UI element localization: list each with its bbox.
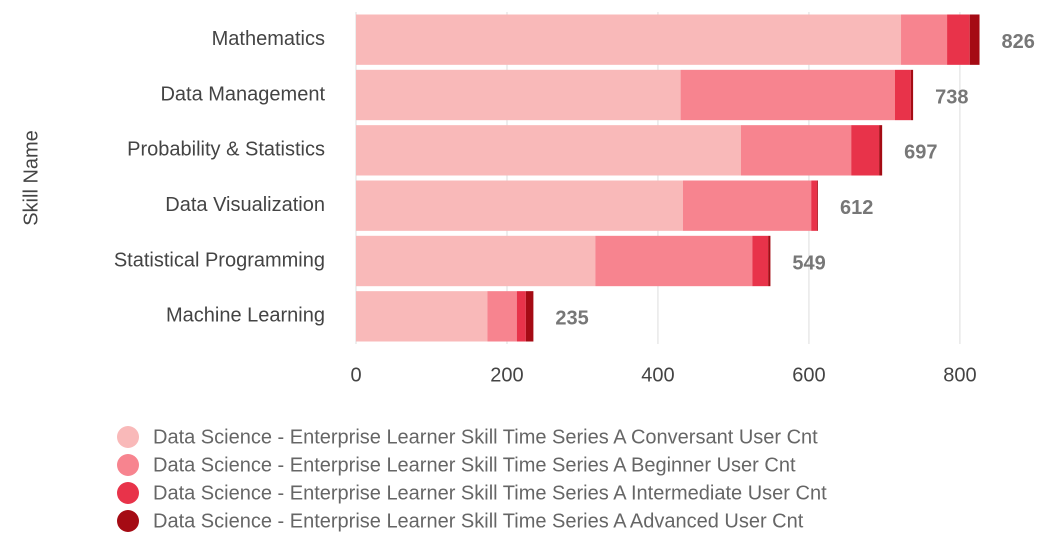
y-tick-label: Statistical Programming (114, 249, 325, 271)
legend-label: Data Science - Enterprise Learner Skill … (153, 426, 818, 448)
bar-segment (356, 291, 488, 342)
bar-segment (680, 69, 895, 121)
bar-segment (682, 180, 812, 231)
total-label: 738 (935, 86, 968, 108)
legend-label: Data Science - Enterprise Learner Skill … (153, 454, 796, 476)
bar-segment (487, 291, 517, 342)
x-tick-label: 200 (490, 364, 523, 386)
bar-segment (947, 14, 970, 65)
bar-segment (910, 69, 914, 121)
total-label: 826 (1002, 31, 1035, 53)
y-tick-label: Data Visualization (165, 194, 325, 216)
y-tick-label: Machine Learning (166, 305, 325, 327)
bar-segment (516, 291, 526, 342)
x-tick-label: 600 (792, 364, 825, 386)
bar-segment (752, 235, 769, 287)
bar-segment (879, 125, 883, 176)
total-label: 612 (840, 197, 873, 219)
legend-marker (117, 426, 139, 448)
bar-segment (356, 14, 902, 65)
legend-marker (117, 454, 139, 476)
total-label: 549 (792, 252, 825, 274)
y-tick-label: Probability & Statistics (127, 139, 325, 161)
bar-segment (356, 69, 681, 121)
x-tick-label: 800 (943, 364, 976, 386)
bar-segment (356, 235, 596, 287)
legend-marker (117, 482, 139, 504)
y-tick-label: Mathematics (212, 28, 325, 50)
bar-segment (768, 235, 771, 287)
bar-segment (851, 125, 880, 176)
bar-segment (969, 14, 980, 65)
x-tick-label: 0 (350, 364, 361, 386)
x-tick-label: 400 (641, 364, 674, 386)
bar-segment (356, 125, 741, 176)
y-tick-label: Data Management (160, 83, 325, 105)
bar-segment (356, 180, 683, 231)
legend-marker (117, 510, 139, 532)
legend-label: Data Science - Enterprise Learner Skill … (153, 510, 804, 532)
total-label: 235 (555, 308, 588, 330)
bar-segment (894, 69, 911, 121)
bar-segment (811, 180, 818, 231)
bar-segment (525, 291, 534, 342)
total-label: 697 (904, 142, 937, 164)
bar-segment (740, 125, 852, 176)
bar-segment (817, 180, 818, 231)
y-axis-title: Skill Name (20, 130, 42, 226)
bar-segment (595, 235, 753, 287)
legend-label: Data Science - Enterprise Learner Skill … (153, 482, 827, 504)
bar-segment (901, 14, 948, 65)
